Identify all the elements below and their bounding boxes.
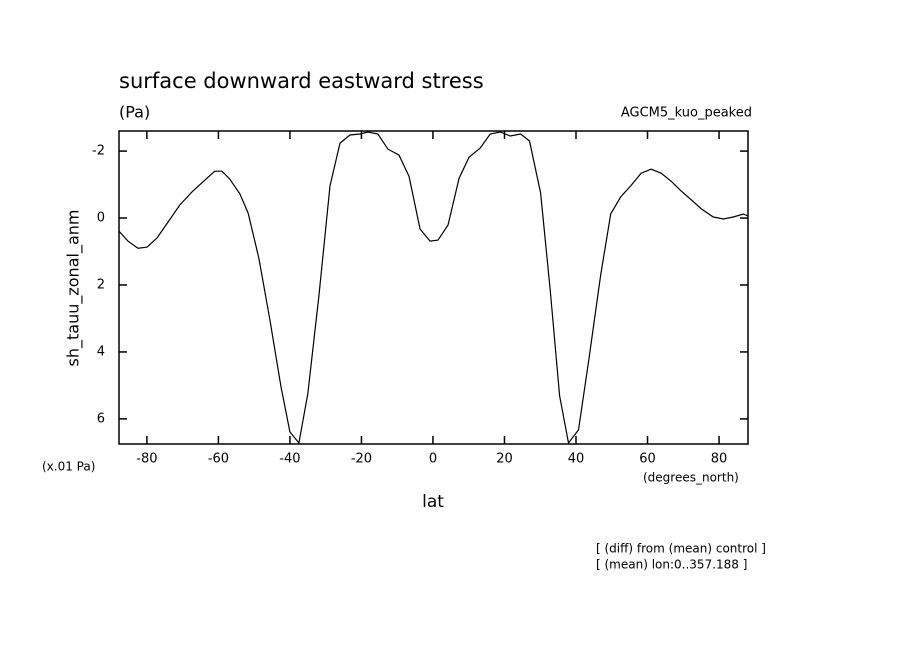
x-tick-label: 0 [429,452,437,467]
y-units: (x.01 Pa) [42,460,95,474]
y-tick-label: 2 [97,277,105,292]
y-tick-label: 6 [97,411,105,426]
x-axis-label: lat [422,492,444,512]
x-tick-label: -60 [208,452,229,467]
y-tick-label: 0 [97,211,105,226]
note: [ (mean) lon:0..357.188 ] [596,558,747,572]
y-axis-label: sh_tauu_zonal_anm [64,210,84,367]
dataset-label: AGCM5_kuo_peaked [621,106,752,121]
x-tick-label: -20 [351,452,372,467]
x-tick-label: 20 [496,452,513,467]
chart-subtitle: (Pa) [119,103,150,122]
y-tick-label: -2 [92,144,105,159]
x-tick-label: -40 [279,452,300,467]
data-line [118,131,749,445]
note: [ (diff) from (mean) control ] [596,542,766,556]
plot-frame [118,130,749,445]
x-tick-label: -80 [136,452,157,467]
x-tick-label: 80 [711,452,728,467]
x-tick-label: 40 [568,452,585,467]
y-tick-label: 4 [97,344,105,359]
x-units: (degrees_north) [643,471,739,485]
x-tick-label: 60 [639,452,656,467]
chart-title: surface downward eastward stress [119,69,484,93]
